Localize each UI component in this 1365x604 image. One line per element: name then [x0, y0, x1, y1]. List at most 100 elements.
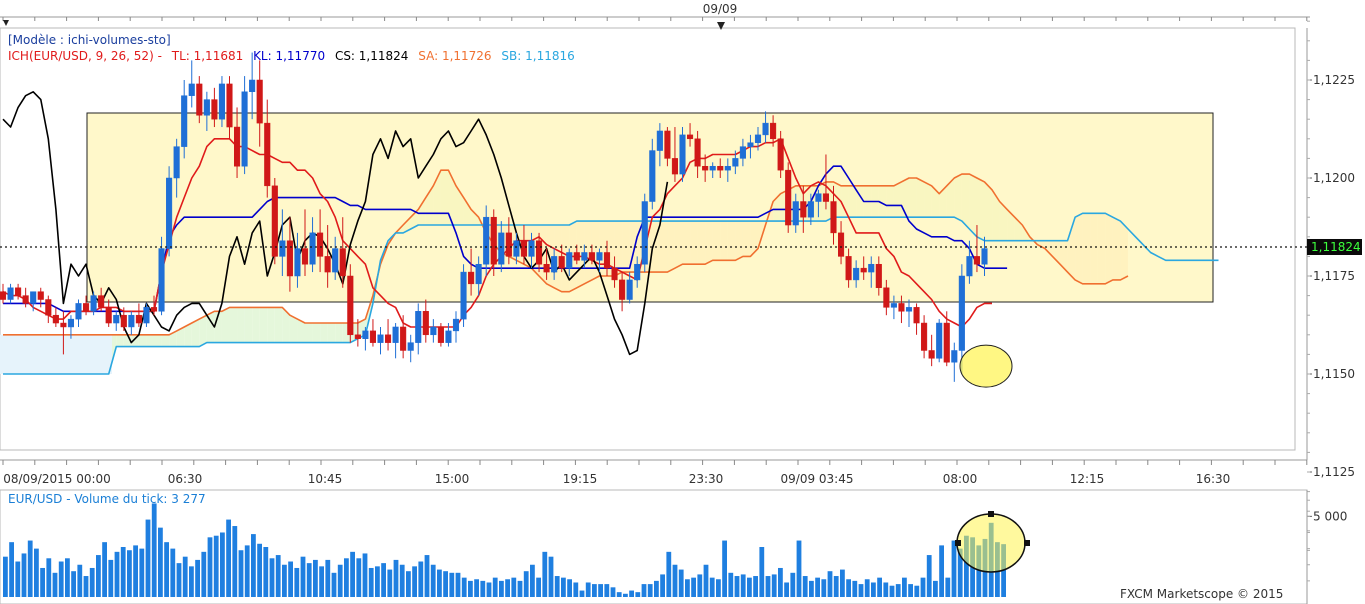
volume-bar — [337, 564, 343, 597]
volume-bar — [362, 553, 368, 597]
volume-bar — [753, 576, 758, 597]
current-price-tag — [1307, 238, 1362, 255]
candle-body — [271, 185, 278, 257]
volume-bar — [158, 527, 163, 597]
x-tick-label: 15:00 — [435, 472, 470, 486]
volume-bar — [809, 580, 814, 597]
volume-bar — [517, 580, 523, 597]
candle-body — [815, 193, 822, 202]
x-tick-label: 10:45 — [308, 472, 343, 486]
volume-bar — [784, 582, 789, 597]
volume-bar — [703, 564, 709, 597]
candle-body — [332, 248, 339, 273]
volume-bar — [294, 567, 300, 597]
candle-body — [317, 232, 324, 257]
volume-bar — [666, 551, 672, 597]
volume-bar — [263, 547, 269, 597]
cloud-segment — [297, 319, 305, 343]
candle-body — [943, 322, 950, 363]
volume-bar — [765, 576, 771, 597]
volume-bar — [976, 545, 982, 597]
candle-body — [792, 201, 799, 226]
volume-bar — [561, 577, 566, 597]
volume-bar — [722, 540, 727, 597]
cloud-segment — [244, 307, 253, 343]
candle-body — [807, 201, 814, 218]
volume-bar — [257, 543, 262, 597]
volume-bar — [815, 577, 820, 597]
candle-body — [543, 263, 550, 273]
candle-body — [928, 350, 935, 359]
volume-bar — [660, 574, 665, 597]
volume-bar — [83, 576, 89, 597]
candle-body — [347, 275, 354, 336]
candle-body — [973, 256, 981, 265]
candle-body — [619, 279, 626, 300]
volume-bar — [523, 571, 529, 597]
x-tick-label: 08/09/2015 00:00 — [3, 472, 111, 486]
volume-bar — [616, 592, 622, 597]
volume-bar — [102, 542, 107, 597]
candle-body — [22, 295, 29, 304]
cloud-segment — [184, 323, 192, 347]
volume-bar — [244, 545, 250, 597]
candle-body — [392, 326, 399, 343]
date-marker-top — [717, 22, 725, 30]
candle-body — [181, 95, 188, 147]
volume-bar — [430, 564, 436, 597]
volume-bar — [207, 537, 213, 597]
volume-bar — [964, 535, 969, 597]
candle-body — [656, 130, 663, 151]
candle-body — [822, 193, 830, 202]
candle-body — [868, 263, 875, 273]
legend-sa: SA: 1,11726 — [418, 49, 492, 63]
volume-bar — [170, 548, 176, 597]
candle-body — [437, 326, 444, 343]
candle-body — [0, 291, 7, 300]
candle-body — [845, 256, 852, 281]
candle-body — [113, 314, 120, 324]
volume-bar — [220, 532, 225, 597]
volume-bar — [133, 545, 138, 597]
volume-bar — [846, 579, 851, 597]
candle-body — [687, 134, 694, 140]
volume-bar — [356, 558, 362, 597]
volume-bar — [474, 579, 479, 597]
cloud-segment — [282, 307, 290, 343]
volume-bar — [461, 577, 467, 597]
legend-kl: KL: 1,11770 — [253, 49, 326, 63]
candle-body — [173, 146, 180, 179]
candle-body — [958, 275, 965, 351]
volume-bar — [275, 555, 281, 597]
volume-bar — [40, 567, 45, 597]
chart-header: [Modèle : ichi-volumes-sto] ICH(EUR/USD,… — [8, 32, 581, 64]
candle-body — [671, 158, 679, 175]
volume-bar — [288, 561, 293, 597]
volume-bar — [182, 556, 188, 597]
volume-bar — [771, 574, 777, 597]
candle-body — [218, 83, 225, 120]
volume-bar — [27, 540, 33, 597]
x-tick-label: 23:30 — [689, 472, 724, 486]
candle-body — [860, 267, 867, 273]
candle-body — [724, 165, 731, 171]
volume-bar — [164, 542, 169, 597]
highlight-circle-price — [959, 344, 1013, 388]
volume-bar — [939, 545, 944, 597]
candle-body — [385, 334, 392, 343]
handle-marker — [988, 511, 994, 517]
volume-bar — [778, 567, 783, 597]
cloud-segment — [259, 307, 268, 343]
volume-bar — [573, 582, 579, 597]
cloud-segment — [274, 307, 283, 343]
candle-body — [558, 256, 565, 269]
cloud-segment — [116, 334, 124, 347]
volume-bar — [114, 551, 120, 597]
model-label: [Modèle : ichi-volumes-sto] — [8, 33, 171, 47]
candle-body — [898, 303, 905, 312]
volume-bar — [840, 569, 845, 597]
candle-body — [166, 177, 173, 249]
candle-body — [15, 287, 22, 296]
candle-body — [143, 307, 150, 324]
